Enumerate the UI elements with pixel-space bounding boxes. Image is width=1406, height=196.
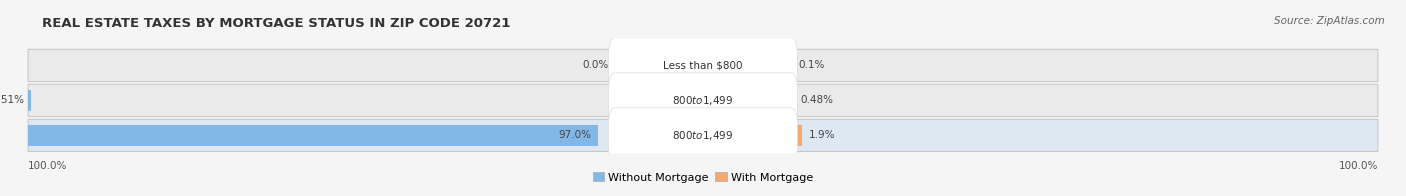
Text: 0.51%: 0.51% <box>0 95 24 105</box>
Text: $800 to $1,499: $800 to $1,499 <box>672 94 734 107</box>
Text: 97.0%: 97.0% <box>558 130 591 140</box>
FancyBboxPatch shape <box>28 119 1378 152</box>
Text: 0.0%: 0.0% <box>582 60 609 70</box>
Text: 0.48%: 0.48% <box>800 95 834 105</box>
FancyBboxPatch shape <box>28 84 1378 116</box>
Legend: Without Mortgage, With Mortgage: Without Mortgage, With Mortgage <box>588 168 818 187</box>
Bar <box>790 124 801 146</box>
Text: 100.0%: 100.0% <box>28 161 67 171</box>
Text: $800 to $1,499: $800 to $1,499 <box>672 129 734 142</box>
Bar <box>28 90 31 111</box>
FancyBboxPatch shape <box>609 73 797 128</box>
Text: Source: ZipAtlas.com: Source: ZipAtlas.com <box>1274 16 1385 26</box>
Text: REAL ESTATE TAXES BY MORTGAGE STATUS IN ZIP CODE 20721: REAL ESTATE TAXES BY MORTGAGE STATUS IN … <box>42 17 510 30</box>
Bar <box>28 124 598 146</box>
Text: 0.1%: 0.1% <box>799 60 824 70</box>
FancyBboxPatch shape <box>609 38 797 93</box>
FancyBboxPatch shape <box>609 108 797 163</box>
Text: 1.9%: 1.9% <box>808 130 835 140</box>
Text: 100.0%: 100.0% <box>1339 161 1378 171</box>
Bar <box>790 90 793 111</box>
FancyBboxPatch shape <box>28 49 1378 82</box>
Text: Less than $800: Less than $800 <box>664 60 742 70</box>
